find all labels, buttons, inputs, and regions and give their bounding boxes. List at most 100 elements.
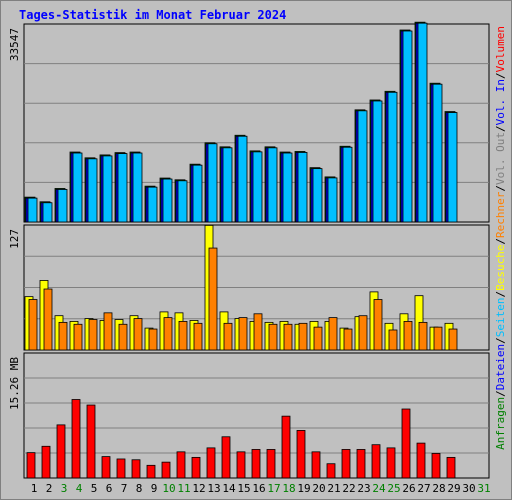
bar-volumen — [116, 458, 126, 479]
bar-rechner — [358, 315, 368, 351]
bar-seiten — [192, 164, 203, 223]
x-tick-label: 4 — [76, 482, 83, 495]
bar-seiten — [387, 91, 398, 223]
bar-volumen — [266, 449, 276, 479]
bar-rechner — [118, 323, 128, 351]
bar-volumen — [416, 442, 426, 479]
x-tick-label: 27 — [417, 482, 430, 495]
x-tick-label: 6 — [106, 482, 113, 495]
bar-seiten — [132, 152, 143, 223]
bar-seiten — [327, 177, 338, 223]
bar-volumen — [71, 399, 81, 479]
bar-volumen — [431, 453, 441, 479]
bar-seiten — [87, 158, 98, 223]
bar-volumen — [401, 408, 411, 479]
bar-seiten — [447, 112, 458, 223]
bar-rechner — [103, 312, 113, 351]
bar-volumen — [86, 404, 96, 479]
x-tick-label: 28 — [432, 482, 445, 495]
x-tick-label: 20 — [312, 482, 325, 495]
x-tick-label: 5 — [91, 482, 98, 495]
bar-volumen — [206, 447, 216, 479]
bar-seiten — [357, 110, 368, 223]
bar-volumen — [446, 456, 456, 479]
x-tick-label: 2 — [46, 482, 53, 495]
bar-seiten — [252, 151, 263, 223]
bar-rechner — [418, 321, 428, 351]
bar-seiten — [177, 180, 188, 223]
legend-entry: Anfragen — [494, 397, 507, 450]
bar-rechner — [373, 299, 383, 351]
bar-seiten — [102, 155, 113, 223]
bar-seiten — [282, 152, 293, 223]
bar-volumen — [161, 461, 171, 479]
bar-rechner — [313, 326, 323, 351]
legend-separator: / — [494, 390, 507, 397]
right-axis-legend: Anfragen/Dateien/Seiten/Besuche/Rechner/… — [494, 26, 507, 450]
bar-seiten — [207, 143, 218, 223]
x-tick-label: 23 — [357, 482, 370, 495]
bar-seiten — [237, 135, 248, 223]
bar-seiten — [432, 83, 443, 223]
bar-rechner — [238, 317, 248, 351]
bar-seiten — [42, 202, 53, 223]
panel-volume: 15.26 MB — [8, 352, 490, 479]
legend-entry: Dateien — [494, 344, 507, 390]
bar-volumen — [311, 451, 321, 479]
bar-volumen — [281, 415, 291, 479]
panel-volume-max-label: 15.26 MB — [8, 357, 21, 410]
panel-visits-max-label: 127 — [8, 229, 21, 249]
x-tick-label: 15 — [237, 482, 250, 495]
bar-volumen — [221, 436, 231, 479]
legend-entry: Vol. In — [494, 79, 507, 125]
bar-seiten — [372, 100, 383, 223]
bar-seiten — [57, 189, 68, 223]
x-tick-label: 9 — [151, 482, 158, 495]
bar-seiten — [222, 147, 233, 223]
panel-hits-max-label: 33547 — [8, 28, 21, 61]
x-tick-label: 22 — [342, 482, 355, 495]
bar-volumen — [101, 456, 111, 479]
legend-separator: / — [494, 238, 507, 245]
bar-seiten — [342, 146, 353, 223]
bar-volumen — [296, 430, 306, 479]
bar-seiten — [402, 30, 413, 223]
panel-visits: 127 — [8, 224, 490, 351]
bar-rechner — [433, 326, 443, 351]
bar-rechner — [253, 313, 263, 351]
bar-seiten — [267, 147, 278, 223]
bar-volumen — [56, 424, 66, 479]
bar-rechner — [208, 247, 218, 351]
bar-seiten — [162, 178, 173, 223]
x-tick-label: 18 — [282, 482, 295, 495]
x-tick-label: 26 — [402, 482, 415, 495]
x-tick-label: 3 — [61, 482, 68, 495]
bar-volumen — [326, 463, 336, 479]
x-tick-label: 19 — [297, 482, 310, 495]
x-tick-label: 24 — [372, 482, 386, 495]
bar-rechner — [268, 323, 278, 351]
bar-volumen — [26, 452, 36, 479]
bar-seiten — [147, 186, 158, 223]
right-legend-text: Anfragen/Dateien/Seiten/Besuche/Rechner/… — [494, 26, 507, 450]
legend-entry: Vol. Out — [494, 132, 507, 185]
bar-rechner — [388, 329, 398, 351]
bar-rechner — [328, 317, 338, 351]
bar-volumen — [131, 459, 141, 479]
bar-rechner — [163, 317, 173, 351]
bar-volumen — [386, 447, 396, 479]
bar-seiten — [297, 152, 308, 223]
bar-seiten — [312, 168, 323, 223]
x-tick-label: 25 — [387, 482, 400, 495]
bar-rechner — [298, 322, 308, 351]
x-axis-labels: 1 2 3 4 5 6 7 8 9 10 11 12 13 14 15 16 17 18 19 20 21 22 23 24 2… — [31, 482, 491, 495]
bar-rechner — [223, 322, 233, 351]
bar-rechner — [178, 321, 188, 351]
bar-rechner — [193, 322, 203, 351]
bar-volumen — [176, 451, 186, 479]
bar-volumen — [41, 445, 51, 479]
panel-hits: 33547 — [8, 21, 490, 223]
legend-separator: / — [494, 291, 507, 298]
x-tick-label: 7 — [121, 482, 128, 495]
bar-seiten — [117, 153, 128, 223]
